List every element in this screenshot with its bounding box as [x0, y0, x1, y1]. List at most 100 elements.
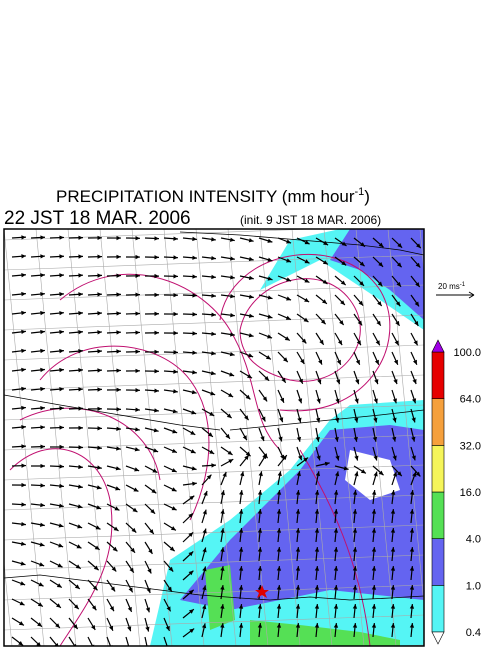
- wind-vector-head: [94, 545, 100, 550]
- wind-vector-head: [392, 398, 397, 404]
- wind-vector-head: [248, 333, 254, 338]
- wind-vector-head: [135, 311, 140, 316]
- wind-vector-head: [145, 626, 150, 632]
- wind-vector-head: [173, 311, 178, 317]
- wind-vector-head: [210, 371, 216, 376]
- wind-vector-head: [115, 466, 121, 471]
- wind-vector-head: [21, 386, 26, 392]
- wind-vector-head: [40, 291, 45, 297]
- wind-vector-head: [189, 495, 195, 501]
- wind-vector-head: [116, 292, 121, 297]
- wind-vector-head: [57, 563, 63, 568]
- wind-vector-head: [390, 604, 396, 609]
- wind-vector-head: [153, 448, 159, 453]
- wind-vector-head: [131, 527, 137, 533]
- wind-vector-head: [238, 585, 244, 590]
- wind-vector-head: [97, 254, 102, 259]
- wind-vector-head: [78, 330, 83, 335]
- wind-vector-head: [56, 583, 62, 588]
- wind-vector-head: [395, 320, 400, 326]
- wind-vector-head: [230, 294, 235, 299]
- station-marker: [255, 585, 269, 598]
- wind-vector-head: [304, 297, 310, 302]
- vector-scale-text: 20 ms: [438, 282, 460, 291]
- wind-vector-head: [415, 282, 420, 287]
- wind-vector-head: [276, 547, 282, 552]
- wind-vector-head: [267, 334, 273, 339]
- wind-vector-head: [37, 602, 43, 607]
- graticule-line: [227, 229, 269, 646]
- wind-vector-head: [352, 566, 358, 571]
- wind-vector-head: [284, 336, 290, 341]
- wind-vector-head: [78, 235, 83, 240]
- wind-vector-head: [286, 258, 292, 263]
- wind-vector-head: [276, 490, 282, 495]
- colorbar-segment: [431, 445, 445, 493]
- wind-vector-head: [190, 449, 196, 454]
- wind-vector-head: [209, 449, 215, 454]
- wind-vector-head: [154, 311, 159, 317]
- wind-vector-head: [225, 433, 230, 439]
- wind-vector-head: [133, 487, 139, 492]
- wind-vector-head: [154, 273, 159, 279]
- wind-vector-head: [358, 300, 364, 306]
- wind-vector-head: [189, 609, 194, 614]
- wind-vector-head: [116, 235, 121, 241]
- wind-vector-head: [390, 528, 396, 533]
- graticule-line: [4, 524, 424, 541]
- wind-vector-head: [77, 484, 83, 489]
- precip-moderate: [330, 229, 424, 320]
- wind-vector-head: [355, 379, 360, 385]
- colorbar-segment: [431, 398, 445, 446]
- wind-vector-head: [40, 329, 45, 335]
- wind-vector-head: [375, 340, 380, 346]
- wind-vector-head: [414, 301, 420, 307]
- wind-vector-head: [318, 359, 323, 365]
- wind-vector-head: [238, 604, 244, 609]
- wind-vector-head: [173, 369, 178, 374]
- wind-vector-head: [192, 236, 197, 242]
- wind-vector-head: [411, 398, 417, 404]
- wind-vector-head: [207, 432, 213, 437]
- wind-vector-head: [220, 509, 225, 514]
- wind-vector-head: [314, 604, 320, 609]
- wind-vector-head: [188, 589, 194, 595]
- wind-vector-head: [220, 566, 225, 571]
- graticule: [4, 229, 424, 646]
- wind-vector-head: [135, 330, 140, 335]
- wind-vector-head: [376, 320, 381, 326]
- wind-vector-head: [55, 623, 60, 628]
- wind-vector-head: [314, 509, 320, 514]
- wind-vector-head: [59, 387, 64, 392]
- wind-vector-head: [244, 415, 249, 421]
- wind-vector-head: [319, 339, 324, 345]
- wind-vector-head: [167, 586, 172, 592]
- wind-vector-head: [267, 276, 273, 281]
- wind-vector-head: [78, 464, 83, 470]
- wind-vector-head: [335, 398, 340, 404]
- wind-vector-head: [202, 509, 207, 515]
- wind-vector-head: [59, 406, 64, 411]
- wind-vector-head: [333, 509, 339, 514]
- wind-vector-head: [171, 487, 177, 492]
- graticule-line: [4, 314, 424, 331]
- wind-vector-head: [297, 398, 303, 404]
- wind-vector-head: [21, 348, 26, 354]
- wind-vector-head: [59, 348, 64, 354]
- wind-vector-head: [202, 547, 207, 553]
- wind-vector-head: [415, 471, 421, 477]
- wind-vector-head: [336, 379, 341, 385]
- colorbar-segment: [431, 585, 445, 633]
- wind-vector-head: [21, 521, 26, 527]
- wind-vector-head: [59, 367, 64, 373]
- precip-heavy: [205, 565, 235, 630]
- wind-vector-head: [295, 490, 301, 495]
- wind-vector-head: [413, 340, 418, 346]
- wind-vector-head: [188, 551, 194, 557]
- wind-vector-head: [59, 235, 64, 240]
- wind-vector-head: [192, 331, 197, 336]
- graticule-line: [67, 229, 109, 646]
- wind-vector-head: [412, 471, 417, 477]
- precip-gap: [345, 450, 400, 500]
- vector-scale-arrow: [436, 291, 475, 299]
